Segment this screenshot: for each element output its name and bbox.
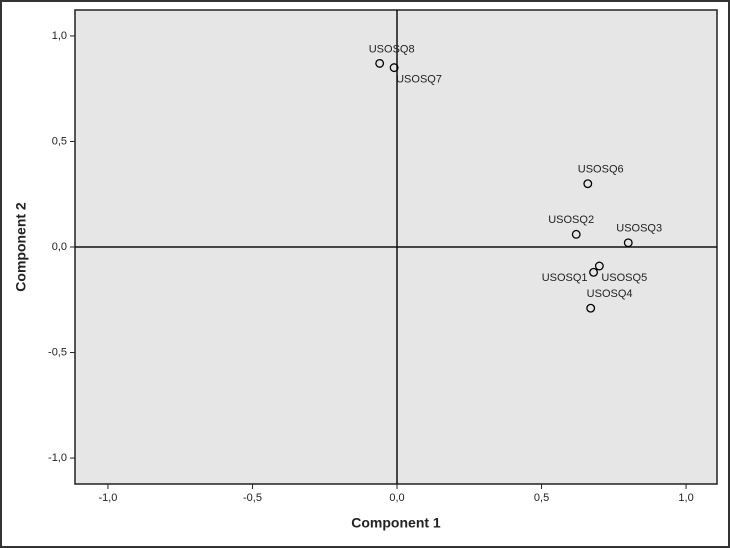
x-tick-label: -0,5 (243, 492, 262, 504)
x-tick-label: 0,0 (389, 492, 404, 504)
point (375, 58, 385, 68)
point-label: USOSQ6 (578, 164, 624, 176)
point-label: USOSQ5 (601, 272, 647, 284)
y-axis-title: Component 2 (13, 202, 29, 292)
point-label: USOSQ1 (542, 272, 588, 284)
x-axis-title: Component 1 (351, 515, 441, 531)
point-label: USOSQ2 (548, 214, 594, 226)
y-tick-label: -0,5 (48, 346, 67, 358)
point-label: USOSQ4 (587, 288, 633, 300)
x-tick-label: 1,0 (678, 492, 693, 504)
y-tick-label: 0,0 (52, 241, 67, 253)
point (571, 229, 581, 239)
x-tick-label: 0,5 (534, 492, 549, 504)
point-label: USOSQ7 (396, 74, 442, 86)
point (594, 261, 604, 271)
point-label: USOSQ8 (369, 43, 415, 55)
point-label: USOSQ3 (616, 223, 662, 235)
point (589, 267, 599, 277)
point (583, 179, 593, 189)
y-tick-label: 1,0 (52, 30, 67, 42)
y-tick-label: -1,0 (48, 452, 67, 464)
point (586, 303, 596, 313)
point (389, 63, 399, 73)
x-tick-label: -1,0 (98, 492, 117, 504)
point (623, 238, 633, 248)
y-tick-label: 0,5 (52, 135, 67, 147)
